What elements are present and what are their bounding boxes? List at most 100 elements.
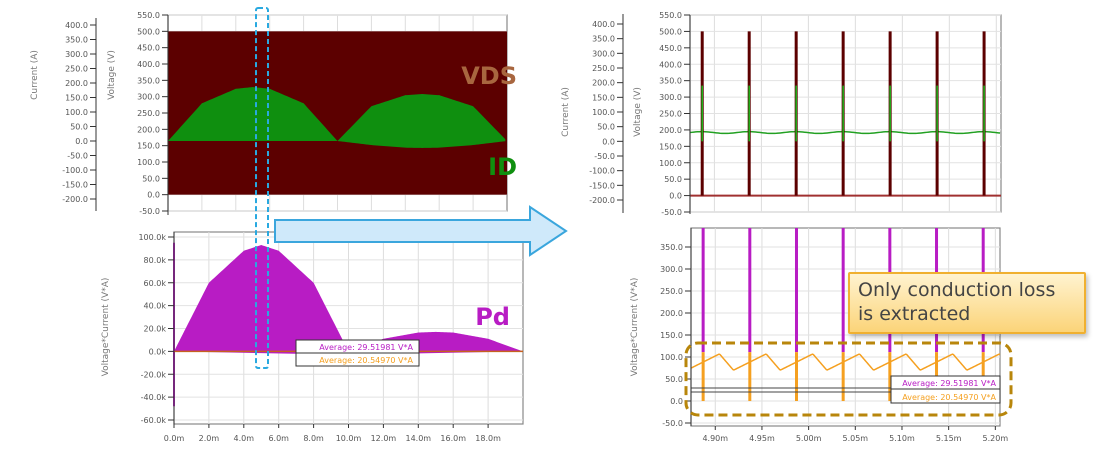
conduction-region-highlight bbox=[684, 341, 1013, 417]
current-axis-tick-label: -50.0 bbox=[67, 152, 88, 161]
id-waveform-fill bbox=[168, 87, 506, 148]
voltage-axis-tick-label: 450.0 bbox=[137, 44, 160, 53]
current-axis-zoom-tick-label: -50.0 bbox=[594, 152, 615, 161]
voltage-axis-tick-label: 100.0 bbox=[137, 158, 160, 167]
callout-line-1: Only conduction loss bbox=[858, 279, 1056, 301]
voltage-axis-zoom-tick-label: 50.0 bbox=[664, 175, 682, 184]
voltage-axis-zoom-tick-label: 100.0 bbox=[659, 159, 682, 168]
voltage-axis-zoom-tick-label: 500.0 bbox=[659, 27, 682, 36]
current-axis-tick-label: 350.0 bbox=[65, 36, 88, 45]
time-axis-tick-label: 12.0m bbox=[371, 434, 397, 443]
voltage-axis-zoom-tick-label: 350.0 bbox=[659, 77, 682, 86]
time-axis-tick-label: 4.0m bbox=[234, 434, 255, 443]
time-axis-tick-label: 0.0m bbox=[164, 434, 185, 443]
current-axis-zoom-tick-label: 400.0 bbox=[592, 20, 615, 29]
pd-axis-title: Voltage*Current (V*A) bbox=[101, 278, 111, 377]
current-axis-title: Current (A) bbox=[30, 50, 40, 100]
voltage-axis-tick-label: 350.0 bbox=[137, 76, 160, 85]
voltage-axis-title: Voltage (V) bbox=[107, 50, 117, 100]
current-axis-zoom-tick-label: -150.0 bbox=[589, 181, 615, 190]
current-axis-tick-label: 0.0 bbox=[75, 137, 88, 146]
voltage-axis-tick-label: 50.0 bbox=[142, 174, 160, 183]
voltage-axis-zoom-tick-label: 0.0 bbox=[669, 192, 682, 201]
average-legend-conduction: Average: 20.54970 V*A bbox=[319, 356, 413, 365]
current-axis-zoom-tick-label: 100.0 bbox=[592, 108, 615, 117]
pd-label: Pd bbox=[475, 303, 510, 331]
voltage-axis-zoom-title: Voltage (V) bbox=[633, 87, 643, 137]
pd-axis-zoom-tick-label: 300.0 bbox=[660, 265, 683, 274]
current-axis-tick-label: -200.0 bbox=[62, 195, 88, 204]
pd-axis-tick-label: 20.0k bbox=[144, 325, 167, 334]
current-axis-tick-label: 300.0 bbox=[65, 50, 88, 59]
average-legend-pd-zoom: Average: 29.51981 V*A bbox=[902, 379, 996, 388]
current-axis-zoom-tick-label: 250.0 bbox=[592, 64, 615, 73]
voltage-axis-zoom-tick-label: 250.0 bbox=[659, 110, 682, 119]
current-axis-zoom-tick-label: -200.0 bbox=[589, 196, 615, 205]
voltage-axis-zoom-tick-label: 150.0 bbox=[659, 142, 682, 151]
voltage-axis-tick-label: 550.0 bbox=[137, 11, 160, 20]
current-axis-zoom-tick-label: -100.0 bbox=[589, 167, 615, 176]
time-axis-tick-label: 8.0m bbox=[303, 434, 324, 443]
pd-axis-tick-label: 60.0k bbox=[144, 279, 167, 288]
zoom-window-highlight bbox=[255, 7, 269, 369]
pd-axis-zoom-tick-label: 350.0 bbox=[660, 243, 683, 252]
time-axis-tick-label: 10.0m bbox=[336, 434, 362, 443]
time-axis-tick-label: 6.0m bbox=[268, 434, 289, 443]
id-label: ID bbox=[488, 153, 517, 181]
current-axis-zoom-title: Current (A) bbox=[561, 87, 571, 137]
time-axis-zoom-tick-label: 5.15m bbox=[936, 434, 962, 443]
voltage-axis-tick-label: 150.0 bbox=[137, 142, 160, 151]
voltage-axis-zoom-tick-label: 300.0 bbox=[659, 93, 682, 102]
pd-axis-tick-label: 40.0k bbox=[144, 302, 167, 311]
time-axis-zoom-tick-label: 4.95m bbox=[749, 434, 775, 443]
time-axis-zoom-tick-label: 5.10m bbox=[889, 434, 915, 443]
pd-axis-zoom-title: Voltage*Current (V*A) bbox=[630, 278, 640, 377]
pd-axis-zoom-tick-label: -50.0 bbox=[662, 419, 683, 428]
id-ripple-line bbox=[689, 130, 1001, 135]
current-axis-zoom-tick-label: 200.0 bbox=[592, 79, 615, 88]
voltage-axis-tick-label: 400.0 bbox=[137, 60, 160, 69]
time-axis-tick-label: 16.0m bbox=[440, 434, 466, 443]
current-axis-tick-label: 400.0 bbox=[65, 21, 88, 30]
average-legend-conduction-zoom: Average: 20.54970 V*A bbox=[902, 393, 996, 402]
pd-axis-tick-label: 0.0k bbox=[149, 347, 167, 356]
pd-conduction-line bbox=[690, 353, 1001, 371]
pd-axis-tick-label: -20.0k bbox=[141, 370, 167, 379]
current-axis-zoom-tick-label: 300.0 bbox=[592, 49, 615, 58]
current-axis-tick-label: -100.0 bbox=[62, 166, 88, 175]
pd-axis-zoom-tick-label: 50.0 bbox=[665, 375, 683, 384]
voltage-axis-zoom-tick-label: -50.0 bbox=[661, 208, 682, 217]
callout-box: Only conduction loss is extracted bbox=[848, 272, 1086, 334]
voltage-axis-tick-label: 300.0 bbox=[137, 93, 160, 102]
current-axis-tick-label: 150.0 bbox=[65, 94, 88, 103]
time-axis-tick-label: 18.0m bbox=[475, 434, 501, 443]
time-axis-tick-label: 14.0m bbox=[405, 434, 431, 443]
current-axis-zoom-tick-label: 150.0 bbox=[592, 93, 615, 102]
voltage-axis-zoom-tick-label: 200.0 bbox=[659, 126, 682, 135]
pd-axis-zoom-tick-label: 0.0 bbox=[670, 397, 683, 406]
average-legend-pd: Average: 29.51981 V*A bbox=[319, 343, 413, 352]
current-axis-zoom-tick-label: 0.0 bbox=[602, 137, 615, 146]
voltage-axis-tick-label: 250.0 bbox=[137, 109, 160, 118]
current-axis-zoom-tick-label: 350.0 bbox=[592, 35, 615, 44]
voltage-axis-tick-label: 500.0 bbox=[137, 27, 160, 36]
pd-axis-zoom-tick-label: 150.0 bbox=[660, 331, 683, 340]
time-axis-tick-label: 2.0m bbox=[199, 434, 220, 443]
current-axis-tick-label: 250.0 bbox=[65, 65, 88, 74]
current-axis-tick-label: 50.0 bbox=[70, 123, 88, 132]
pd-axis-tick-label: 100.0k bbox=[138, 233, 166, 242]
voltage-axis-zoom-tick-label: 400.0 bbox=[659, 60, 682, 69]
zoom-arrow-icon bbox=[274, 205, 568, 257]
current-axis-tick-label: 200.0 bbox=[65, 79, 88, 88]
current-axis-zoom-tick-label: 50.0 bbox=[597, 123, 615, 132]
pd-axis-tick-label: 80.0k bbox=[144, 256, 167, 265]
voltage-axis-tick-label: -50.0 bbox=[139, 207, 160, 216]
time-axis-zoom-tick-label: 5.00m bbox=[796, 434, 822, 443]
pd-axis-zoom-tick-label: 200.0 bbox=[660, 309, 683, 318]
vds-label: VDS bbox=[461, 62, 517, 90]
pd-axis-zoom-tick-label: 250.0 bbox=[660, 287, 683, 296]
time-axis-zoom-tick-label: 4.90m bbox=[702, 434, 728, 443]
pd-axis-zoom-tick-label: 100.0 bbox=[660, 353, 683, 362]
